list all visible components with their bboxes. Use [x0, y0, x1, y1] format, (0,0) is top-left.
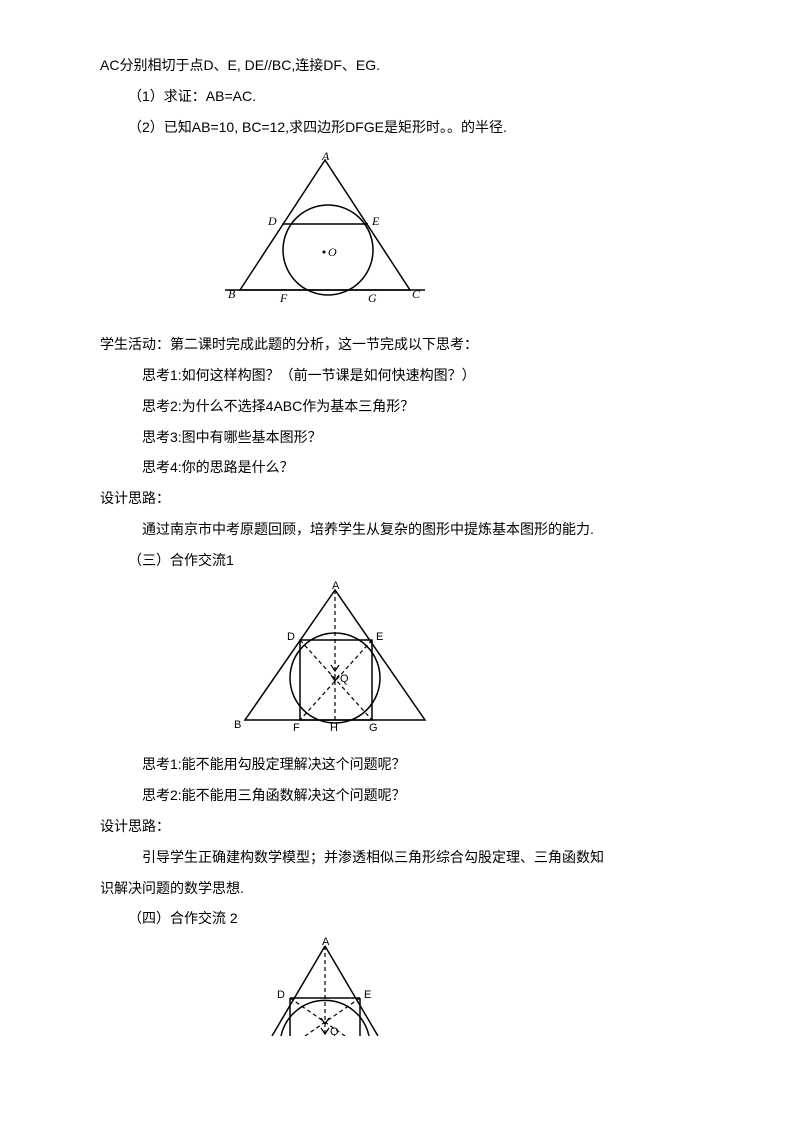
svg-text:D: D — [287, 631, 295, 643]
text-line: 设计思路： — [100, 811, 700, 842]
svg-text:A: A — [321, 150, 330, 163]
text-line: 思考1:能不能用勾股定理解决这个问题呢？ — [100, 749, 700, 780]
text-line: （三）合作交流1 — [100, 545, 700, 576]
document-body: AC分别相切于点D、E, DE//BC,连接DF、EG. （1）求证：AB=AC… — [100, 50, 700, 1047]
svg-text:B: B — [228, 287, 236, 301]
text-line: （2）已知AB=10, BC=12,求四边形DFGE是矩形时。。的半径. — [100, 112, 700, 143]
text-line: 学生活动：第二课时完成此题的分析，这一节完成以下思考： — [100, 329, 700, 360]
svg-text:Q: Q — [330, 1026, 339, 1036]
svg-text:F: F — [279, 291, 288, 305]
geometry-diagram-3: A D E Q — [100, 936, 700, 1047]
text-line: 引导学生正确建构数学模型；并渗透相似三角形综合勾股定理、三角函数知 — [100, 842, 700, 873]
svg-text:E: E — [376, 631, 383, 643]
text-line: 思考2:为什么不选择4ABC作为基本三角形？ — [100, 391, 700, 422]
svg-text:O: O — [328, 245, 337, 259]
svg-text:Q: Q — [340, 673, 349, 685]
svg-text:B: B — [234, 719, 241, 731]
text-line: 思考4:你的思路是什么？ — [100, 452, 700, 483]
svg-text:C: C — [412, 287, 421, 301]
svg-text:A: A — [322, 936, 330, 948]
svg-text:A: A — [332, 580, 340, 592]
text-line: （四）合作交流 2 — [100, 903, 700, 934]
svg-text:H: H — [330, 722, 338, 734]
text-line: 设计思路： — [100, 483, 700, 514]
geometry-diagram-1: A B C D E F G O — [100, 150, 700, 321]
svg-text:D: D — [277, 989, 285, 1001]
svg-text:E: E — [371, 214, 380, 228]
text-line: （1）求证：AB=AC. — [100, 81, 700, 112]
text-line: 思考3:图中有哪些基本图形？ — [100, 422, 700, 453]
geometry-diagram-2: A B D E F G H Q — [100, 580, 700, 746]
text-line: AC分别相切于点D、E, DE//BC,连接DF、EG. — [100, 50, 700, 81]
text-line: 通过南京市中考原题回顾，培养学生从复杂的图形中提炼基本图形的能力. — [100, 514, 700, 545]
svg-text:D: D — [267, 214, 277, 228]
svg-text:E: E — [364, 989, 371, 1001]
svg-text:G: G — [368, 291, 377, 305]
svg-text:G: G — [369, 722, 378, 734]
text-line: 思考2:能不能用三角函数解决这个问题呢？ — [100, 780, 700, 811]
text-line: 识解决问题的数学思想. — [100, 873, 700, 904]
text-line: 思考1:如何这样构图？（前一节课是如何快速构图？） — [100, 360, 700, 391]
svg-text:F: F — [293, 722, 300, 734]
